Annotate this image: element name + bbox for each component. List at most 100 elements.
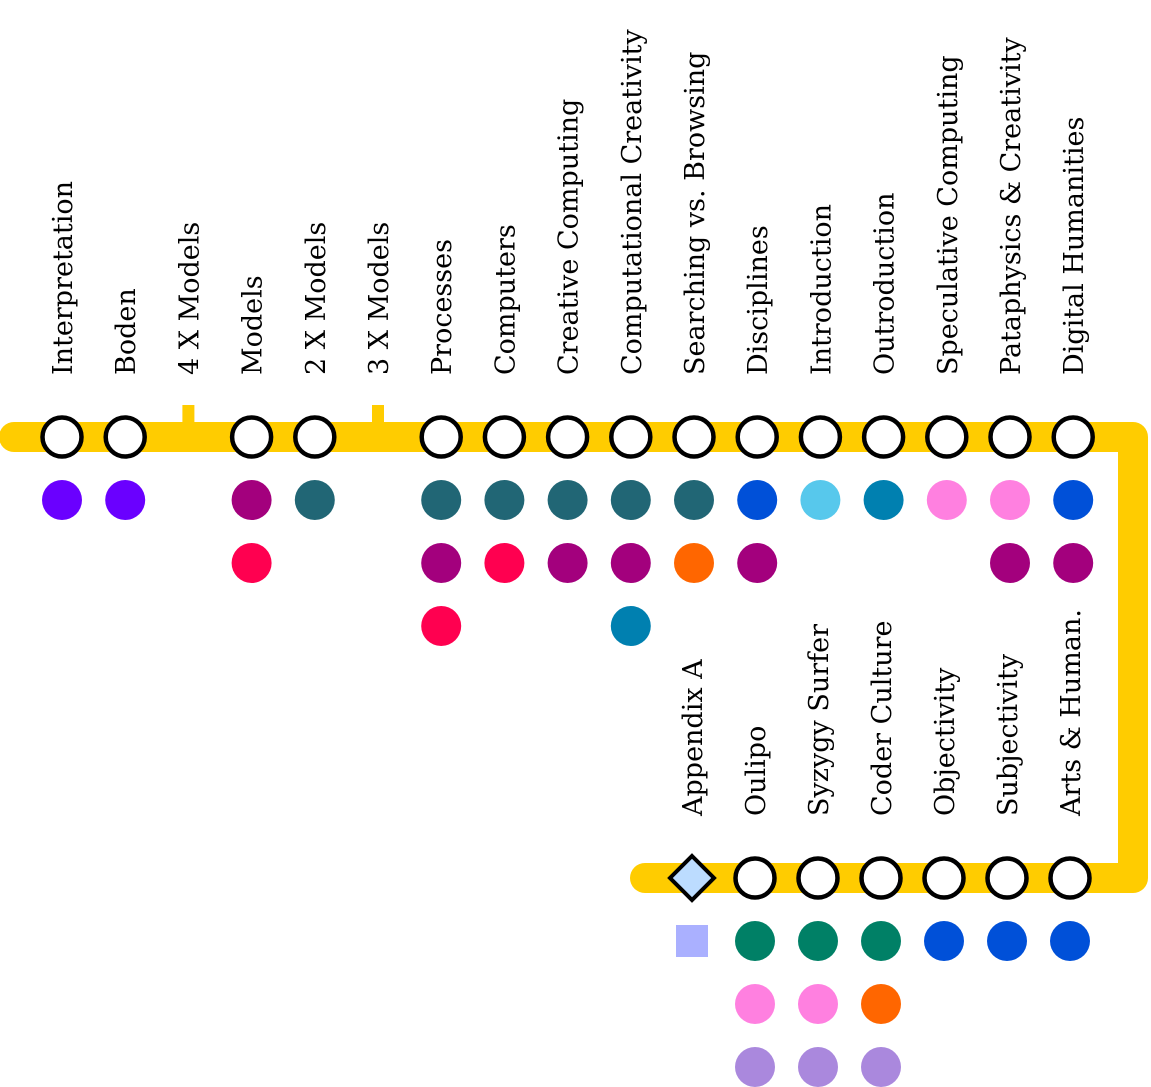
square-marker [676, 925, 708, 957]
station-models[interactable]: Models [229, 275, 274, 583]
station-marker [672, 415, 716, 459]
station-label: Subjectivity [993, 653, 1024, 816]
station-disciplines[interactable]: Disciplines [735, 225, 779, 583]
station-marker [1051, 415, 1095, 459]
station-label: Interpretation [48, 181, 79, 375]
color-dot [421, 606, 462, 646]
color-dot [294, 480, 335, 520]
color-dot [924, 921, 964, 961]
station-2-x-models[interactable]: 2 X Models [293, 222, 337, 520]
color-dot [610, 480, 651, 520]
station-4-x-models[interactable]: 4 X Models [174, 222, 205, 429]
color-dot [421, 480, 462, 520]
station-objectivity[interactable]: Objectivity [922, 667, 966, 961]
color-dot [105, 480, 146, 520]
color-dot [735, 1047, 775, 1087]
station-label: Objectivity [930, 667, 961, 816]
line-tick [372, 405, 384, 429]
station-label: Boden [111, 288, 142, 375]
station-marker [988, 415, 1032, 459]
bottom-row-stations: Appendix A Oulipo Syzygy Surfer Coder Cultu… [667, 609, 1092, 1087]
station-subjectivity[interactable]: Subjectivity [985, 653, 1029, 961]
station-label: Searching vs. Browsing [680, 52, 711, 375]
color-dot [800, 480, 841, 520]
color-dot [861, 921, 901, 961]
color-dot [547, 543, 588, 583]
station-label: Processes [427, 239, 458, 375]
station-marker [735, 415, 779, 459]
color-dot [990, 480, 1030, 520]
station-outroduction[interactable]: Outroduction [861, 193, 906, 520]
station-label: Appendix A [678, 659, 709, 817]
station-arts-human[interactable]: Arts & Human. [1048, 609, 1092, 961]
color-dot [231, 480, 272, 520]
color-dot [798, 1047, 838, 1087]
station-marker [293, 415, 337, 459]
color-dot [547, 480, 588, 520]
color-dot [1050, 921, 1090, 961]
color-dot [674, 543, 714, 583]
station-marker [925, 415, 969, 459]
station-label: Creative Computing [554, 99, 585, 375]
station-marker [796, 856, 840, 900]
station-label: 2 X Models [301, 222, 332, 375]
station-processes[interactable]: Processes [419, 239, 463, 646]
station-marker [482, 415, 527, 459]
station-label: Syzygy Surfer [804, 624, 835, 816]
station-label: Digital Humanities [1059, 117, 1090, 375]
station-3-x-models[interactable]: 3 X Models [364, 222, 395, 429]
station-label: Disciplines [743, 225, 774, 375]
color-dot [987, 921, 1027, 961]
station-marker [609, 415, 653, 459]
station-interpretation[interactable]: Interpretation [40, 181, 84, 520]
color-dot [861, 1047, 901, 1087]
station-label: Models [238, 275, 269, 375]
station-label: 3 X Models [364, 222, 395, 375]
station-searching-vs-browsing[interactable]: Searching vs. Browsing [672, 52, 716, 583]
station-label: Outroduction [870, 193, 901, 375]
diamond-station-marker [667, 853, 717, 903]
color-dot [231, 543, 272, 583]
station-boden[interactable]: Boden [103, 288, 147, 520]
color-dot [798, 984, 838, 1024]
station-label: Computational Creativity [617, 29, 648, 375]
color-dot [926, 480, 967, 520]
color-dot [737, 543, 778, 583]
station-oulipo[interactable]: Oulipo [733, 726, 777, 1087]
station-label: 4 X Models [174, 222, 205, 375]
station-syzygy-surfer[interactable]: Syzygy Surfer [796, 624, 840, 1087]
station-creative-computing[interactable]: Creative Computing [545, 99, 590, 583]
station-appendix-a[interactable]: Appendix A [667, 659, 717, 957]
color-dot [610, 606, 651, 646]
station-computers[interactable]: Computers [482, 224, 527, 583]
color-dot [737, 480, 778, 520]
station-marker [733, 856, 777, 900]
station-label: Pataphysics & Creativity [996, 37, 1027, 375]
station-label: Speculative Computing [933, 55, 964, 375]
station-label: Oulipo [741, 726, 772, 816]
color-dot [1053, 543, 1094, 583]
station-introduction[interactable]: Introduction [798, 204, 843, 520]
color-dot [484, 543, 525, 583]
color-dot [861, 984, 901, 1024]
station-marker [229, 415, 274, 459]
station-speculative-computing[interactable]: Speculative Computing [925, 55, 969, 520]
station-marker [861, 415, 906, 459]
station-marker [103, 415, 147, 459]
color-dot [863, 480, 904, 520]
station-pataphysics-creativity[interactable]: Pataphysics & Creativity [988, 37, 1032, 583]
station-marker [1048, 856, 1092, 900]
station-coder-culture[interactable]: Coder Culture [859, 621, 903, 1087]
station-digital-humanities[interactable]: Digital Humanities [1051, 117, 1095, 583]
color-dot [735, 921, 775, 961]
line-tick [182, 405, 195, 429]
color-dot [990, 543, 1030, 583]
station-label: Arts & Human. [1056, 609, 1087, 817]
color-dot [1053, 480, 1094, 520]
station-marker [985, 856, 1029, 900]
color-dot [42, 480, 82, 520]
color-dot [674, 480, 714, 520]
station-computational-creativity[interactable]: Computational Creativity [609, 29, 653, 646]
color-dot [798, 921, 838, 961]
